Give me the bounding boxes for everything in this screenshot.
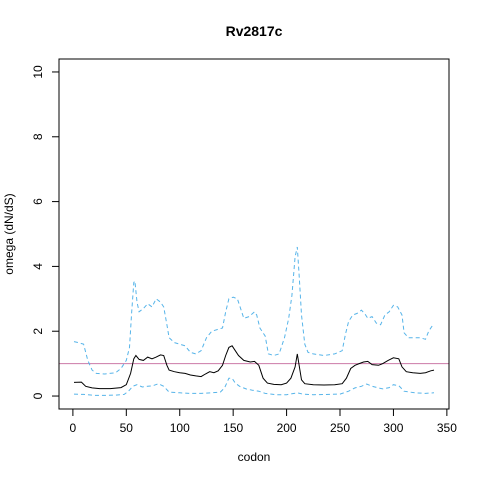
series-line-upper-bound [73, 246, 434, 375]
y-tick-label: 2 [31, 328, 45, 335]
x-tick-label: 50 [120, 421, 134, 435]
y-axis-label: omega (dN/dS) [2, 193, 16, 274]
x-tick-label: 150 [223, 421, 243, 435]
chart-title: Rv2817c [226, 23, 283, 39]
y-axis: 0 2 4 6 8 10 [31, 65, 59, 399]
y-tick-label: 0 [31, 392, 45, 399]
plot-frame [58, 58, 450, 410]
x-axis: 0 50 100 150 200 250 300 350 [70, 409, 457, 435]
x-tick-label: 0 [70, 421, 77, 435]
y-tick-label: 8 [31, 133, 45, 140]
plot-area [58, 58, 450, 410]
x-axis-label: codon [238, 450, 271, 464]
series-line-estimate [73, 345, 435, 390]
x-tick-label: 350 [437, 421, 457, 435]
y-tick-label: 4 [31, 263, 45, 270]
series-layer [73, 246, 435, 396]
x-tick-label: 200 [277, 421, 297, 435]
series-line-lower-bound [73, 377, 435, 396]
x-tick-label: 100 [170, 421, 190, 435]
y-tick-label: 6 [31, 198, 45, 205]
y-tick-label: 10 [31, 65, 45, 79]
x-tick-label: 300 [383, 421, 403, 435]
x-tick-label: 250 [330, 421, 350, 435]
